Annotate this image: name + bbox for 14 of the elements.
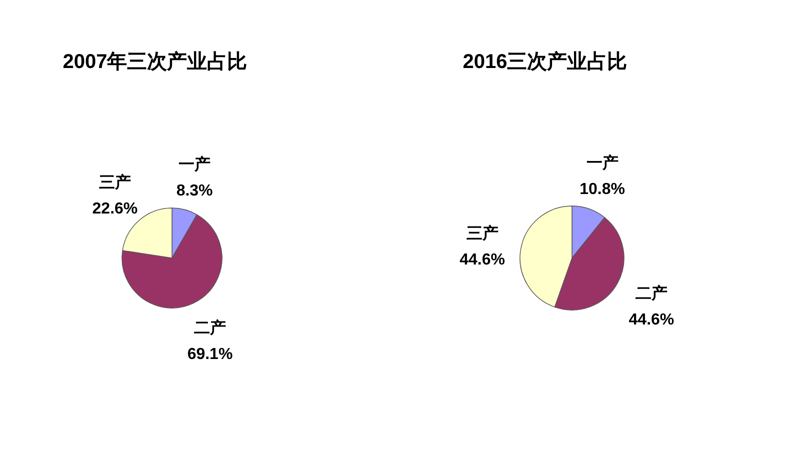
- slice-label: 二产: [635, 284, 668, 302]
- slice-label: 一产: [178, 155, 211, 174]
- data-label: 22.6%: [92, 200, 138, 218]
- slice-label: 一产: [586, 154, 618, 172]
- data-label: 10.8%: [580, 181, 625, 198]
- slice-label: 二产: [194, 318, 226, 337]
- slice-label: 三产: [466, 224, 498, 243]
- data-label: 44.6%: [628, 311, 674, 328]
- chart-title: 2016三次产业占比: [462, 50, 628, 73]
- data-label: 8.3%: [176, 182, 213, 200]
- data-label: 44.6%: [460, 252, 505, 269]
- data-label: 69.1%: [187, 346, 233, 363]
- slice-label: 三产: [98, 174, 131, 192]
- chart-title: 2007年三次产业占比: [62, 50, 248, 73]
